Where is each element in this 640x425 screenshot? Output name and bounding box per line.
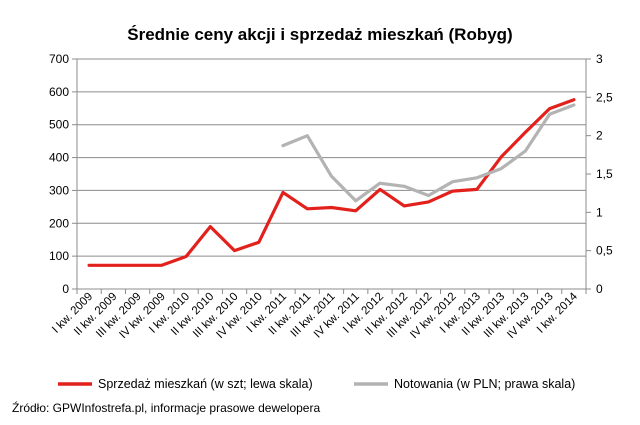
left-tick-label: 200 (49, 216, 69, 230)
right-tick-label: 1 (596, 205, 603, 219)
right-axis-ticks: 0 0,5 1 1,5 2 2,5 3 (586, 52, 613, 296)
left-tick-label: 100 (49, 249, 69, 263)
left-tick-label: 400 (49, 151, 69, 165)
left-axis-ticks: 0 100 200 300 400 500 600 700 (49, 52, 77, 296)
left-tick-label: 500 (49, 118, 69, 132)
legend-label-prices: Notowania (w PLN; prawa skala) (394, 377, 575, 391)
left-tick-label: 700 (49, 52, 69, 66)
right-tick-label: 2,5 (596, 90, 613, 104)
legend: Sprzedaż mieszkań (w szt; lewa skala) No… (58, 377, 575, 391)
chart-title: Średnie ceny akcji i sprzedaż mieszkań (… (127, 25, 512, 44)
right-tick-label: 3 (596, 52, 603, 66)
right-tick-label: 2 (596, 129, 603, 143)
right-tick-label: 0,5 (596, 244, 613, 258)
left-tick-label: 0 (62, 282, 69, 296)
right-tick-label: 1,5 (596, 167, 613, 181)
series-lines (87, 98, 576, 267)
gridlines (77, 58, 586, 290)
right-tick-label: 0 (596, 282, 603, 296)
source-note: Źródło: GPWInfostrefa.pl, informacje pra… (12, 400, 320, 415)
series-line-sales (87, 98, 576, 267)
left-tick-label: 300 (49, 183, 69, 197)
series-line-prices (281, 103, 576, 203)
legend-label-sales: Sprzedaż mieszkań (w szt; lewa skala) (98, 377, 313, 391)
left-tick-label: 600 (49, 85, 69, 99)
